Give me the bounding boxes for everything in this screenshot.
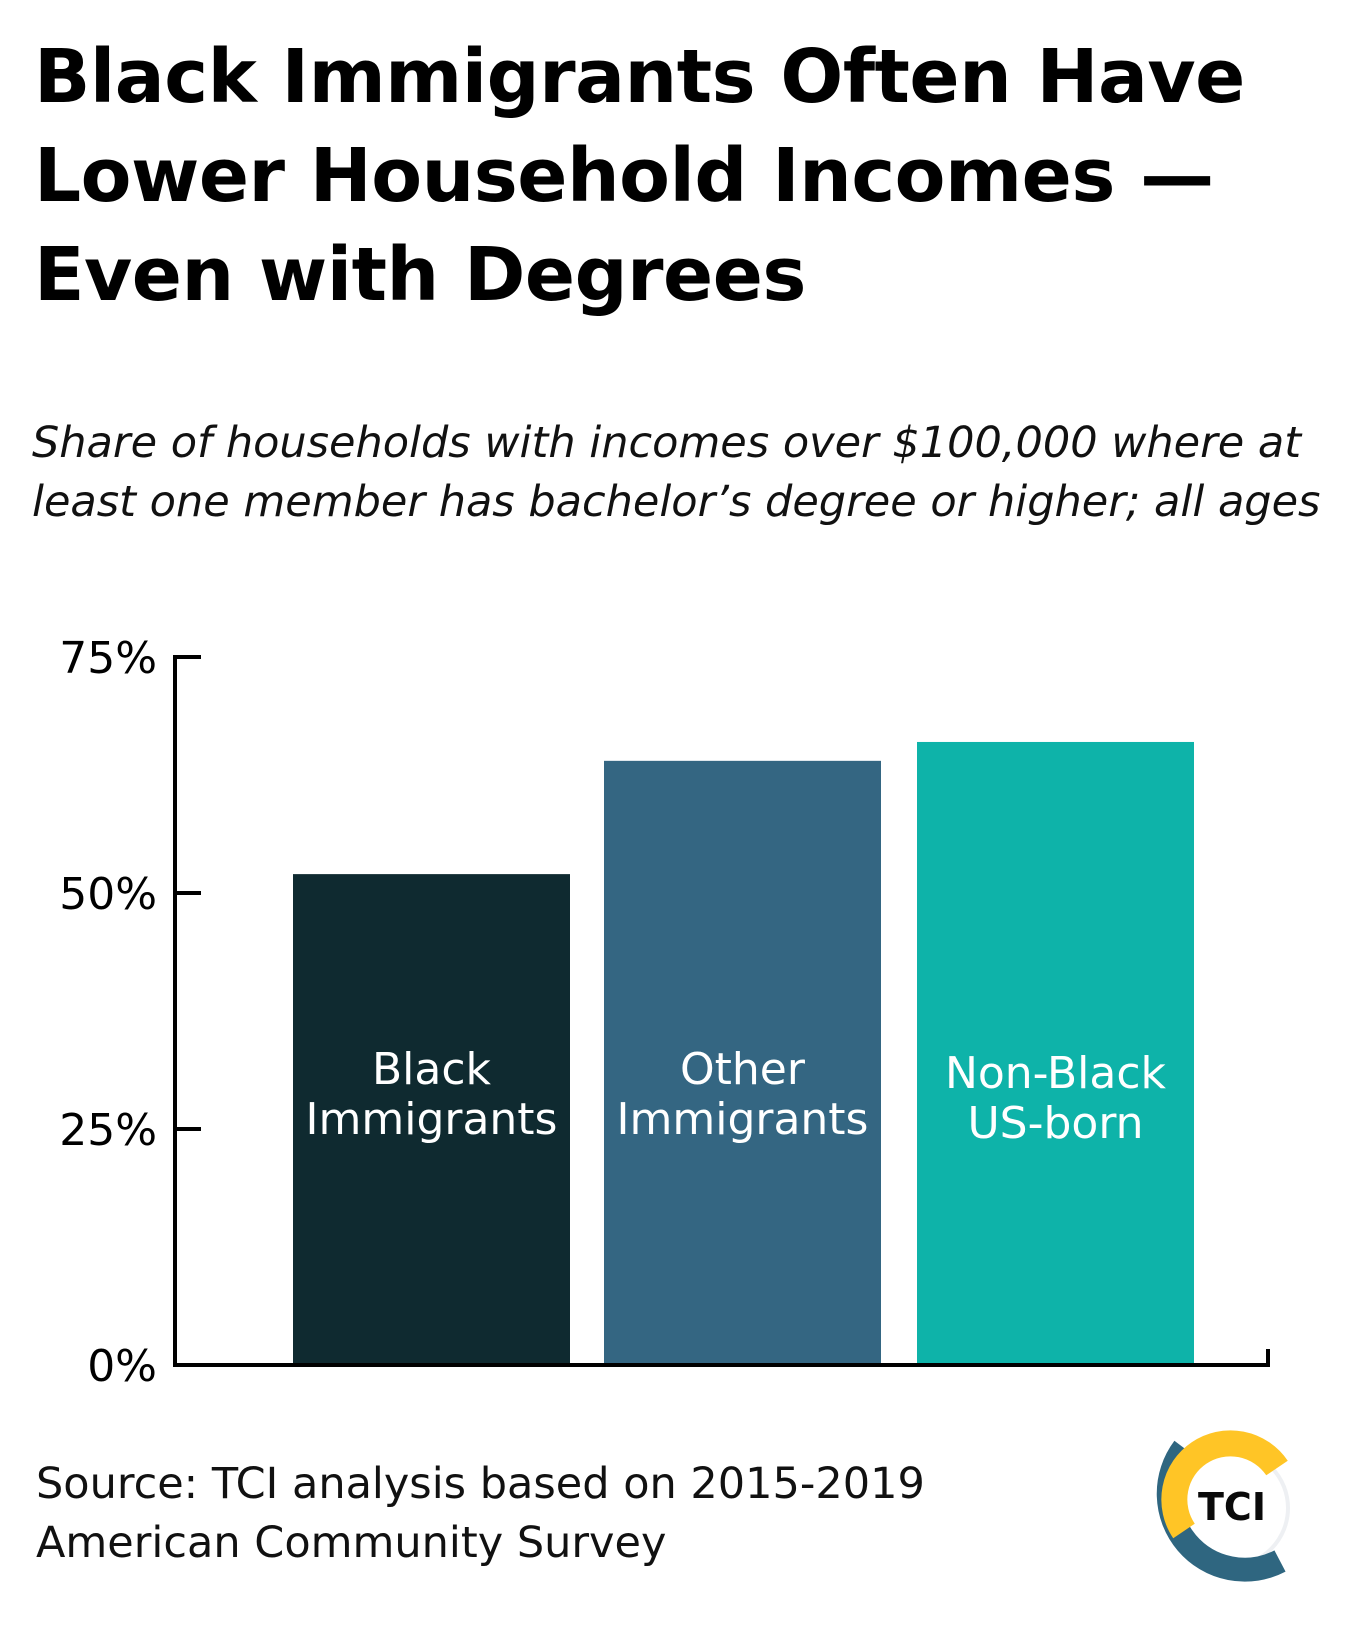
- bar-0: [293, 874, 570, 1365]
- bar-label: Immigrants: [617, 1094, 869, 1145]
- bar-1: [604, 760, 881, 1365]
- y-tick-label: 50%: [59, 869, 157, 920]
- bar-label: Non-Black: [945, 1048, 1167, 1099]
- tci-logo: TCI: [1156, 1430, 1290, 1582]
- y-tick-label: 0%: [87, 1341, 157, 1392]
- bar-chart: BlackImmigrantsOtherImmigrantsNon-BlackU…: [59, 633, 1270, 1392]
- bar-label: Immigrants: [306, 1094, 558, 1145]
- y-tick-label: 75%: [59, 633, 157, 684]
- chart-title: Black Immigrants Often Have Lower Househ…: [34, 34, 1245, 318]
- source-note: Source: TCI analysis based on 2015-2019 …: [36, 1459, 925, 1568]
- bar-label: Other: [680, 1044, 806, 1095]
- bar-label: US-born: [967, 1098, 1143, 1149]
- y-tick-label: 25%: [59, 1105, 157, 1156]
- logo-yellow-arc: [1161, 1430, 1288, 1539]
- logo-text: TCI: [1198, 1485, 1266, 1529]
- bar-label: Black: [372, 1044, 492, 1095]
- chart-subtitle: Share of households with incomes over $1…: [32, 418, 1321, 527]
- bar-2: [917, 741, 1194, 1365]
